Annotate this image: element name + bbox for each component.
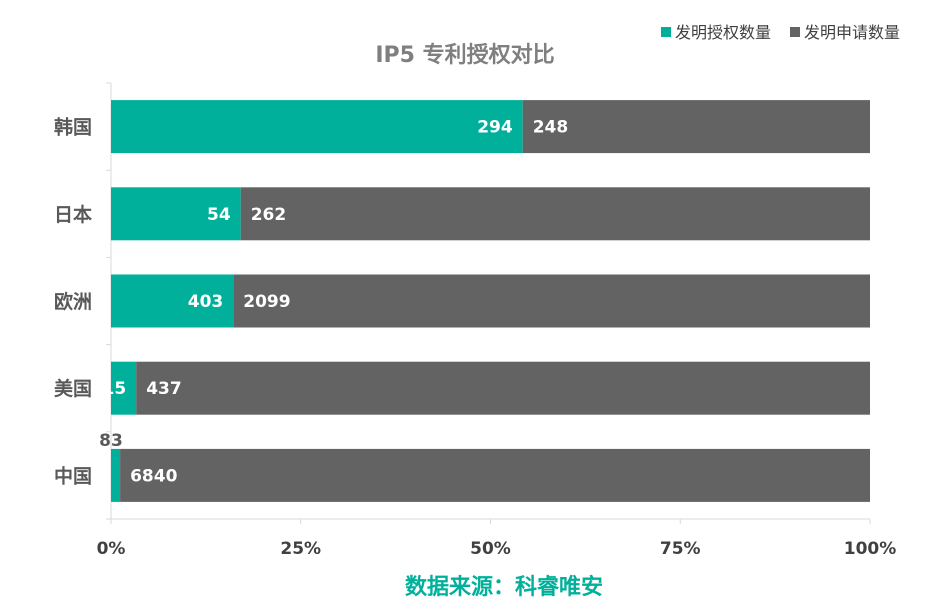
- bar-series-1: [136, 361, 870, 415]
- legend-label-series-1: 发明申请数量: [804, 23, 900, 42]
- data-label-series-0: 83: [99, 431, 123, 451]
- x-tick-label: 0%: [97, 539, 126, 559]
- data-label-series-1: 262: [251, 205, 286, 225]
- x-tick-label: 100%: [844, 539, 897, 559]
- category-label: 中国: [54, 464, 92, 487]
- legend: 发明授权数量 发明申请数量: [661, 23, 900, 42]
- legend-swatch-series-0: [661, 27, 671, 37]
- bar-series-0: [111, 274, 234, 328]
- category-label: 韩国: [54, 116, 92, 139]
- x-tick-label: 50%: [470, 539, 511, 559]
- chart-title: IP5 专利授权对比: [375, 42, 554, 68]
- bar-series-0: [111, 187, 241, 241]
- bar-series-0: [111, 448, 121, 502]
- x-tick-label: 75%: [660, 539, 701, 559]
- category-label: 日本: [54, 203, 92, 226]
- category-label: 欧洲: [54, 290, 92, 313]
- plot-area: 0% 25% 50% 75% 100% 韩国 294 248 日本 54 262 欧洲 403 2099 美…: [54, 82, 897, 559]
- data-label-series-1: 437: [146, 379, 182, 399]
- source-note: 数据来源：科睿唯安: [405, 574, 603, 600]
- bar-series-1: [120, 448, 870, 502]
- data-label-series-0: 54: [207, 205, 231, 225]
- data-label-series-0: 403: [188, 292, 224, 312]
- bar-series-0: [111, 100, 523, 154]
- data-label-series-1: 6840: [130, 466, 177, 486]
- bar-series-1: [240, 187, 871, 241]
- data-label-series-1: 248: [533, 118, 569, 138]
- data-label-series-0: 15: [103, 379, 127, 399]
- x-tick-label: 25%: [280, 539, 321, 559]
- data-label-series-1: 2099: [243, 292, 290, 312]
- bar-series-0: [111, 361, 137, 415]
- legend-swatch-series-1: [790, 27, 800, 37]
- category-label: 美国: [54, 377, 92, 400]
- data-label-series-0: 294: [477, 118, 513, 138]
- bar-series-1: [522, 100, 870, 154]
- legend-label-series-0: 发明授权数量: [675, 23, 771, 42]
- bar-series-1: [233, 274, 870, 328]
